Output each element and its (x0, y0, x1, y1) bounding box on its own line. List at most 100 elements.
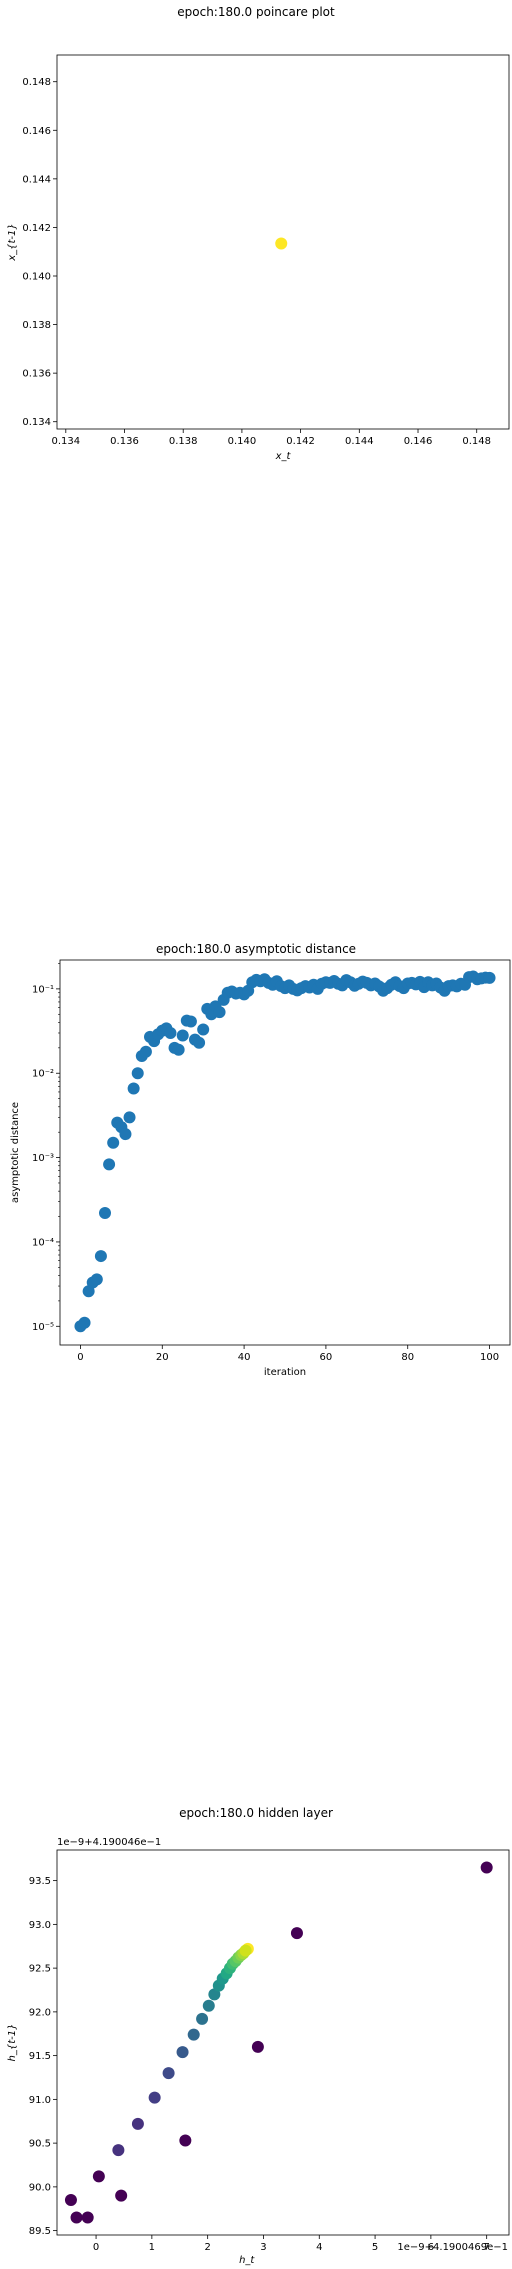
x-tick-label: 6 (428, 2242, 434, 2253)
chart-title: epoch:180.0 asymptotic distance (156, 942, 356, 956)
asymptotic-distance-panel: epoch:180.0 asymptotic distance 0 20 40 60 80… (0, 925, 512, 1395)
data-point (193, 1036, 206, 1049)
y-tick-label: 0.134 (22, 417, 51, 428)
data-point (480, 1861, 493, 1874)
x-tick-label: 20 (156, 1352, 169, 1363)
plot-frame (59, 959, 511, 1346)
data-point (275, 237, 288, 250)
data-point (162, 2067, 175, 2080)
poincare-plot-panel: epoch:180.0 poincare plot 0.134 0.136 0.138… (0, 0, 512, 470)
data-point (213, 1006, 226, 1019)
data-point (290, 1927, 303, 1940)
data-point (131, 2117, 144, 2130)
y-tick-label: 0.148 (22, 77, 51, 88)
y-axis-label: x_{t-1} (7, 223, 18, 262)
y-axis-label: h_{t-1} (7, 2024, 18, 2062)
y-tick-label: 10⁻⁴ (32, 1237, 54, 1248)
x-tick-label: 7 (483, 2242, 489, 2253)
x-axis-label: x_t (275, 451, 292, 462)
data-point (90, 1273, 103, 1286)
data-point (197, 1023, 210, 1036)
y-tick-label: 10⁻² (32, 1069, 54, 1080)
y-tick-label: 0.146 (22, 126, 51, 137)
y-tick-label: 93.0 (29, 1920, 51, 1931)
x-tick-label: 3 (260, 2242, 266, 2253)
data-point (239, 1944, 252, 1957)
y-tick-label: 0.142 (22, 223, 51, 234)
x-tick-label: 40 (238, 1352, 251, 1363)
y-tick-label: 0.138 (22, 320, 51, 331)
x-axis-label: iteration (264, 1367, 306, 1378)
y-tick-label: 0.140 (22, 272, 51, 283)
y-axis-label: asymptotic distance (10, 1102, 21, 1203)
data-point (187, 2028, 200, 2041)
y-tick-label: 89.5 (29, 2226, 51, 2237)
x-tick-label: 0 (93, 2242, 99, 2253)
data-point (196, 2012, 209, 2025)
x-tick-label: 0.146 (404, 436, 433, 447)
chart-title: epoch:180.0 poincare plot (177, 5, 335, 19)
data-point (127, 1082, 140, 1095)
data-point (179, 2134, 192, 2147)
data-point (176, 2046, 189, 2059)
data-point (483, 971, 496, 984)
y-offset-label: 1e−9+4.190046e−1 (57, 1837, 161, 1848)
y-tick-label: 92.0 (29, 2007, 51, 2018)
data-point (139, 1045, 152, 1058)
x-tick-label: 2 (204, 2242, 210, 2253)
y-tick-label: 91.5 (29, 2051, 51, 2062)
poincare-plot: epoch:180.0 poincare plot 0.134 0.136 0.138… (7, 5, 510, 462)
x-tick-label: 0.142 (286, 436, 315, 447)
y-tick-label: 90.0 (29, 2182, 51, 2193)
x-tick-label: 0.148 (462, 436, 491, 447)
data-point (164, 1026, 177, 1039)
data-point (94, 1250, 107, 1263)
x-tick-label: 5 (372, 2242, 378, 2253)
data-point (148, 2091, 161, 2104)
data-point (176, 1029, 189, 1042)
x-axis-label: h_t (239, 2255, 255, 2266)
data-point (119, 1128, 132, 1141)
data-point (131, 1067, 144, 1080)
data-point (184, 1015, 197, 1028)
x-tick-label: 4 (316, 2242, 322, 2253)
y-tick-label: 90.5 (29, 2139, 51, 2150)
hidden-layer-plot: epoch:180.0 hidden layer 1e−9+4.190046e−1… (7, 1806, 510, 2266)
y-tick-label: 92.5 (29, 1964, 51, 1975)
x-tick-label: 0.140 (228, 436, 257, 447)
x-tick-label: 0 (77, 1352, 83, 1363)
data-point (251, 2040, 264, 2053)
x-offset-label: 1e−9+4.1900469e−1 (397, 2242, 508, 2253)
y-tick-label: 10⁻³ (32, 1153, 54, 1164)
data-point (92, 2170, 105, 2183)
data-point (81, 2211, 94, 2224)
data-point (78, 1316, 91, 1329)
x-tick-label: 0.134 (51, 436, 80, 447)
y-tick-label: 10⁻¹ (32, 984, 54, 995)
data-point (107, 1136, 120, 1149)
plot-frame (56, 54, 510, 430)
x-tick-label: 80 (401, 1352, 414, 1363)
y-tick-label: 91.0 (29, 2095, 51, 2106)
hidden-layer-panel: epoch:180.0 hidden layer 1e−9+4.190046e−1… (0, 1795, 512, 2269)
data-point (64, 2194, 77, 2206)
data-point (115, 2189, 128, 2202)
x-tick-label: 0.136 (110, 436, 139, 447)
y-tick-label: 93.5 (29, 1876, 51, 1887)
y-tick-label: 10⁻⁵ (32, 1322, 54, 1333)
chart-title: epoch:180.0 hidden layer (179, 1806, 333, 1820)
y-tick-label: 0.144 (22, 174, 51, 185)
y-tick-label: 0.136 (22, 369, 51, 380)
asymptotic-distance-plot: epoch:180.0 asymptotic distance 0 20 40 60 80… (10, 942, 511, 1378)
data-point (99, 1207, 111, 1220)
data-point (103, 1158, 116, 1171)
x-tick-label: 0.144 (345, 436, 374, 447)
x-tick-label: 1 (149, 2242, 155, 2253)
data-point (112, 2144, 125, 2157)
x-tick-label: 100 (480, 1352, 499, 1363)
plot-frame (56, 1849, 510, 2236)
x-tick-label: 60 (320, 1352, 333, 1363)
data-point (123, 1111, 136, 1124)
x-tick-label: 0.138 (169, 436, 198, 447)
data-point (70, 2211, 83, 2224)
